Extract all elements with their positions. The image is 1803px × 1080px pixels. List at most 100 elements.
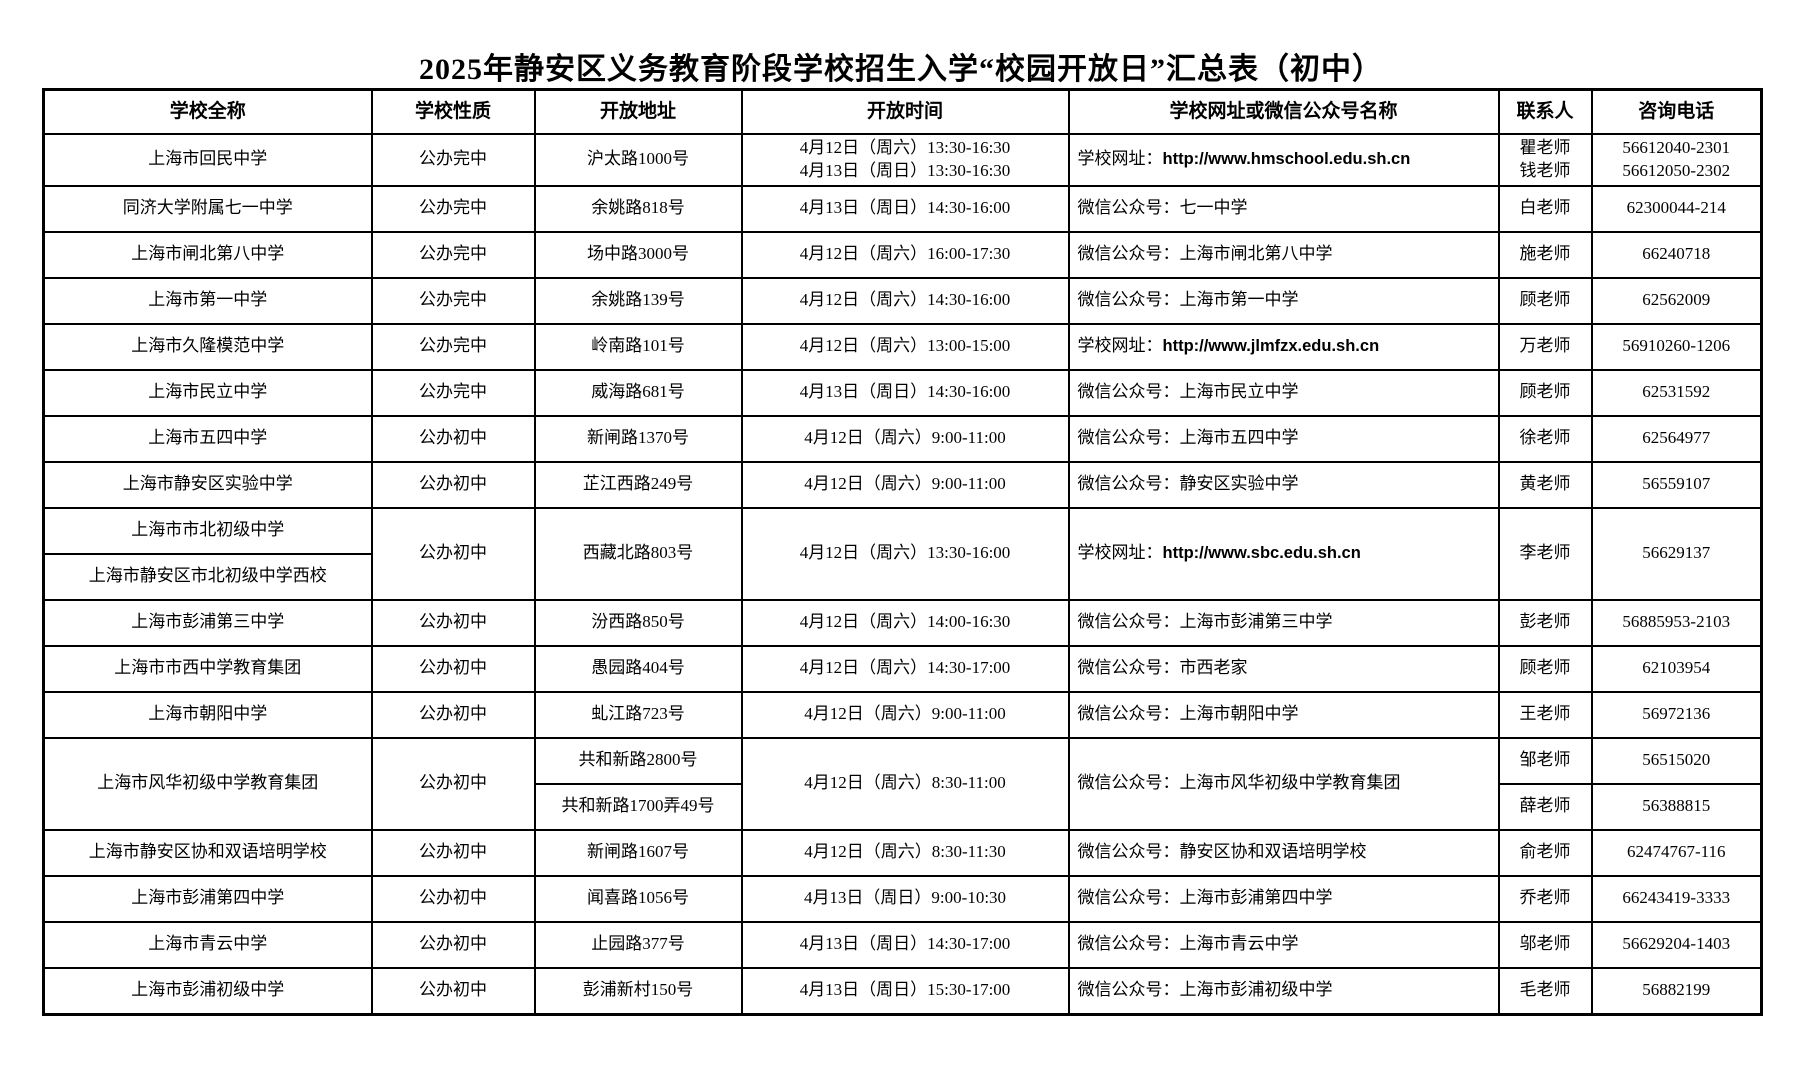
- cell-site: 微信公众号：上海市第一中学: [1067, 276, 1500, 325]
- cell-school: 上海市静安区协和双语培明学校: [42, 828, 373, 877]
- cell-site: 学校网址：http://www.jlmfzx.edu.sh.cn: [1067, 322, 1500, 371]
- table-row: 上海市市北初级中学 公办初中 西藏北路803号 4月12日（周六）13:30-16:0…: [42, 506, 1763, 601]
- cell-type: 公办完中: [370, 133, 536, 187]
- table-row: 上海市第一中学 公办完中 余姚路139号 4月12日（周六）14:30-16:00 微信…: [42, 276, 1763, 325]
- cell-addr: 新闸路1370号: [533, 414, 743, 463]
- table-row: 上海市五四中学 公办初中 新闸路1370号 4月12日（周六）9:00-11:00 微信…: [42, 414, 1763, 463]
- cell-contact: 白老师: [1497, 184, 1593, 233]
- column-header-phone: 咨询电话: [1590, 88, 1763, 135]
- cell-type: 公办初中: [370, 506, 536, 601]
- cell-site: 微信公众号：上海市风华初级中学教育集团: [1067, 736, 1500, 831]
- cell-contact: 毛老师: [1497, 966, 1593, 1016]
- cell-addr: 共和新路2800号: [533, 736, 743, 785]
- cell-type: 公办初中: [370, 598, 536, 647]
- cell-contact: 彭老师: [1497, 598, 1593, 647]
- cell-type: 公办完中: [370, 184, 536, 233]
- cell-phone: 56515020: [1590, 736, 1763, 785]
- table-row: 上海市朝阳中学 公办初中 虬江路723号 4月12日（周六）9:00-11:00 微信公…: [42, 690, 1763, 739]
- table-body: 上海市回民中学 公办完中 沪太路1000号 4月12日（周六）13:30-16:30 4…: [42, 133, 1763, 1016]
- cell-school: 上海市彭浦第三中学: [42, 598, 373, 647]
- cell-phone: 62474767-116: [1590, 828, 1763, 877]
- cell-time: 4月12日（周六）13:30-16:30 4月13日（周日）13:30-16:30: [740, 133, 1070, 187]
- column-header-site: 学校网址或微信公众号名称: [1067, 88, 1500, 135]
- cell-time: 4月13日（周日）14:30-16:00: [740, 184, 1070, 233]
- cell-addr: 新闸路1607号: [533, 828, 743, 877]
- table-row: 上海市静安区实验中学 公办初中 芷江西路249号 4月12日（周六）9:00-11:0…: [42, 460, 1763, 509]
- open-day-table: 学校全称 学校性质 开放地址 开放时间 学校网址或微信公众号名称 联系人 咨询电话 上海市回…: [42, 88, 1763, 1016]
- cell-addr: 虬江路723号: [533, 690, 743, 739]
- cell-contact: 邹老师: [1497, 736, 1593, 785]
- cell-contact: 乔老师: [1497, 874, 1593, 923]
- cell-site: 学校网址：http://www.sbc.edu.sh.cn: [1067, 506, 1500, 601]
- column-header-time: 开放时间: [740, 88, 1070, 135]
- cell-time: 4月13日（周日）14:30-17:00: [740, 920, 1070, 969]
- cell-school: 上海市五四中学: [42, 414, 373, 463]
- cell-time: 4月12日（周六）9:00-11:00: [740, 460, 1070, 509]
- table-row: 上海市静安区协和双语培明学校 公办初中 新闸路1607号 4月12日（周六）8:30-…: [42, 828, 1763, 877]
- cell-phone: 56388815: [1590, 782, 1763, 831]
- cell-addr: 共和新路1700弄49号: [533, 782, 743, 831]
- cell-time: 4月12日（周六）16:00-17:30: [740, 230, 1070, 279]
- page-title: 2025年静安区义务教育阶段学校招生入学“校园开放日”汇总表（初中）: [419, 53, 1383, 86]
- table-header: 学校全称 学校性质 开放地址 开放时间 学校网址或微信公众号名称 联系人 咨询电话: [42, 88, 1763, 135]
- cell-phone: 56910260-1206: [1590, 322, 1763, 371]
- school-url: http://www.jlmfzx.edu.sh.cn: [1162, 337, 1380, 356]
- cell-contact: 顾老师: [1497, 276, 1593, 325]
- cell-addr: 止园路377号: [533, 920, 743, 969]
- cell-phone: 62103954: [1590, 644, 1763, 693]
- cell-phone: 56629137: [1590, 506, 1763, 601]
- cell-type: 公办完中: [370, 230, 536, 279]
- table-row: 上海市静安区市北初级中学西校: [42, 552, 1762, 601]
- table-row: 共和新路1700弄49号 薛老师 56388815: [44, 782, 1763, 831]
- cell-phone: 62562009: [1590, 276, 1763, 325]
- cell-time: 4月12日（周六）13:00-15:00: [740, 322, 1070, 371]
- table-row: 上海市市西中学教育集团 公办初中 愚园路404号 4月12日（周六）14:30-17:…: [42, 644, 1763, 693]
- cell-type: 公办初中: [370, 966, 536, 1016]
- cell-type: 公办初中: [370, 920, 536, 969]
- cell-addr: 愚园路404号: [533, 644, 743, 693]
- cell-site: 微信公众号：上海市五四中学: [1067, 414, 1500, 463]
- table-row: 上海市民立中学 公办完中 威海路681号 4月13日（周日）14:30-16:00 微信…: [42, 368, 1763, 417]
- cell-time: 4月12日（周六）13:30-16:00: [740, 506, 1070, 601]
- table-row: 上海市青云中学 公办初中 止园路377号 4月13日（周日）14:30-17:00 微信…: [42, 920, 1763, 969]
- cell-site: 微信公众号：上海市彭浦初级中学: [1067, 966, 1500, 1016]
- table-row: 上海市彭浦第四中学 公办初中 闻喜路1056号 4月13日（周日）9:00-10:30…: [42, 874, 1763, 923]
- cell-school: 上海市风华初级中学教育集团: [42, 736, 373, 831]
- cell-addr: 余姚路139号: [533, 276, 743, 325]
- cell-type: 公办初中: [370, 690, 536, 739]
- cell-phone: 62300044-214: [1590, 184, 1763, 233]
- cell-phone: 56612040-2301 56612050-2302: [1590, 133, 1763, 187]
- cell-addr: 闻喜路1056号: [533, 874, 743, 923]
- table-row: 上海市彭浦初级中学 公办初中 彭浦新村150号 4月13日（周日）15:30-17:0…: [42, 966, 1763, 1016]
- cell-site: 微信公众号：上海市青云中学: [1067, 920, 1500, 969]
- cell-school: 上海市彭浦初级中学: [42, 966, 373, 1016]
- cell-type: 公办初中: [370, 460, 536, 509]
- cell-addr: 西藏北路803号: [533, 506, 743, 601]
- table-row: 上海市久隆模范中学 公办完中 岭南路101号 4月12日（周六）13:00-15:00…: [42, 322, 1763, 371]
- cell-time: 4月12日（周六）9:00-11:00: [740, 690, 1070, 739]
- cell-site: 微信公众号：上海市民立中学: [1067, 368, 1500, 417]
- cell-type: 公办初中: [370, 874, 536, 923]
- cell-type: 公办初中: [370, 736, 536, 831]
- cell-time: 4月12日（周六）9:00-11:00: [740, 414, 1070, 463]
- cell-type: 公办完中: [370, 368, 536, 417]
- cell-site: 微信公众号：上海市朝阳中学: [1067, 690, 1500, 739]
- cell-school: 上海市民立中学: [42, 368, 373, 417]
- cell-school: 上海市回民中学: [42, 133, 373, 187]
- cell-school: 上海市第一中学: [42, 276, 373, 325]
- cell-contact: 李老师: [1497, 506, 1593, 601]
- cell-contact: 黄老师: [1497, 460, 1593, 509]
- cell-addr: 场中路3000号: [533, 230, 743, 279]
- cell-contact: 邬老师: [1497, 920, 1593, 969]
- cell-contact: 施老师: [1497, 230, 1593, 279]
- cell-contact: 瞿老师 钱老师: [1497, 133, 1593, 187]
- cell-school: 上海市青云中学: [42, 920, 373, 969]
- cell-phone: 66240718: [1590, 230, 1763, 279]
- cell-phone: 62564977: [1590, 414, 1763, 463]
- cell-contact: 薛老师: [1497, 782, 1593, 831]
- cell-type: 公办完中: [370, 322, 536, 371]
- cell-site: 学校网址：http://www.hmschool.edu.sh.cn: [1067, 133, 1500, 187]
- column-header-contact: 联系人: [1497, 88, 1593, 135]
- cell-school: 上海市朝阳中学: [42, 690, 373, 739]
- cell-site: 微信公众号：上海市彭浦第三中学: [1067, 598, 1500, 647]
